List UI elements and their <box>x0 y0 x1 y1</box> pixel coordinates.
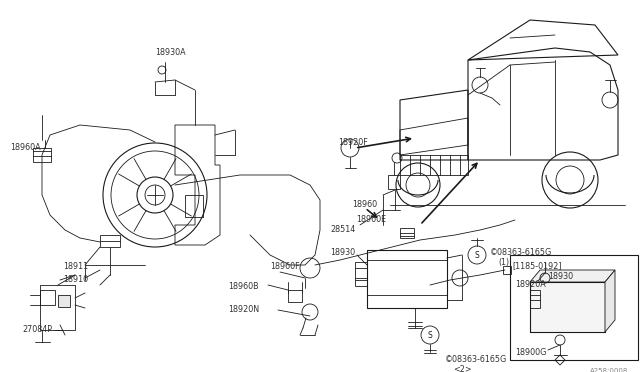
Bar <box>530 290 540 308</box>
Text: 18960E: 18960E <box>356 215 386 224</box>
Text: <2>: <2> <box>453 365 472 372</box>
Text: ©08363-6165G: ©08363-6165G <box>445 355 508 364</box>
Text: 18911: 18911 <box>63 262 88 271</box>
Text: 18910: 18910 <box>63 275 88 284</box>
Bar <box>58 295 70 307</box>
Text: 18920A: 18920A <box>515 280 546 289</box>
Polygon shape <box>530 270 615 282</box>
Text: 18960B: 18960B <box>228 282 259 291</box>
Bar <box>33 148 51 162</box>
Bar <box>185 195 203 217</box>
Text: 28514: 28514 <box>330 225 355 234</box>
Text: 18930A: 18930A <box>155 48 186 57</box>
Text: 18930: 18930 <box>548 272 573 281</box>
Text: 18960A: 18960A <box>10 143 40 152</box>
Bar <box>400 155 468 175</box>
Bar <box>530 282 605 332</box>
Text: 18960F: 18960F <box>270 262 300 271</box>
Text: [1185-0192]: [1185-0192] <box>512 261 562 270</box>
Text: S: S <box>475 250 479 260</box>
Text: 18960: 18960 <box>352 200 377 209</box>
Bar <box>40 290 55 305</box>
Bar <box>367 250 447 308</box>
Text: 18920N: 18920N <box>228 305 259 314</box>
Bar <box>100 235 120 247</box>
Text: S: S <box>428 330 433 340</box>
Text: A258:0008: A258:0008 <box>590 368 628 372</box>
Bar <box>400 228 414 238</box>
Text: 18930: 18930 <box>330 248 355 257</box>
Text: 18900G: 18900G <box>515 348 547 357</box>
Bar <box>510 255 638 360</box>
Bar <box>530 282 605 332</box>
Text: 27084P: 27084P <box>22 325 52 334</box>
Bar <box>40 285 75 330</box>
Bar <box>503 266 511 274</box>
Bar <box>355 262 367 286</box>
Text: 18920F: 18920F <box>338 138 368 147</box>
Polygon shape <box>605 270 615 332</box>
Bar <box>288 290 302 302</box>
Text: (1): (1) <box>498 258 509 267</box>
Text: ©08363-6165G: ©08363-6165G <box>490 248 552 257</box>
Bar <box>388 175 400 189</box>
